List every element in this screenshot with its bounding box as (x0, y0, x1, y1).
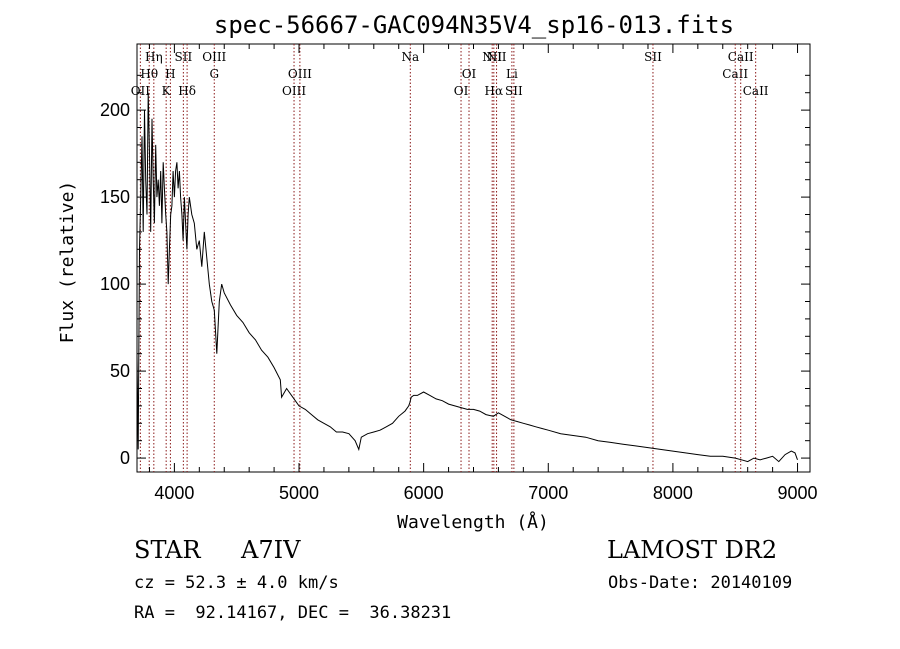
spectral-line-label: NII (482, 50, 502, 64)
y-axis-label: Flux (relative) (57, 181, 78, 344)
observation-date: Obs-Date: 20140109 (608, 573, 793, 593)
x-tick-label: 8000 (653, 483, 693, 503)
spectral-line-label: Li (506, 67, 518, 81)
spectral-line-label: OIII (282, 84, 306, 98)
spectral-line-label: H (165, 67, 175, 81)
survey-name: LAMOST DR2 (607, 536, 778, 564)
spectral-line-label: Hθ (140, 67, 158, 81)
redshift-velocity: cz = 52.3 ± 4.0 km/s (134, 573, 339, 593)
spectral-line-label: Hη (145, 50, 163, 64)
x-tick-label: 9000 (778, 483, 818, 503)
star-class: STAR (134, 536, 201, 564)
y-tick-label: 100 (100, 274, 130, 294)
spectral-line-label: K (162, 84, 172, 98)
chart-title: spec-56667-GAC094N35V4_sp16-013.fits (214, 11, 734, 39)
spectral-line-label: CaII (728, 50, 754, 64)
spectral-line-label: OI (454, 84, 469, 98)
spectral-line-label: NII (487, 50, 507, 64)
spectral-line-label: CaII (722, 67, 748, 81)
x-tick-label: 6000 (404, 483, 444, 503)
spectral-line-label: Hα (485, 84, 504, 98)
spectral-line-label: OII (131, 84, 151, 98)
spectral-line-label: SII (505, 84, 523, 98)
spectral-line-label: CaII (743, 84, 769, 98)
plot-frame (136, 43, 811, 473)
y-tick-label: 200 (100, 100, 130, 120)
spectral-type: A7IV (241, 536, 301, 564)
spectral-line-label: Na (401, 50, 419, 64)
x-axis-label: Wavelength (Å) (397, 511, 549, 533)
spectral-line-label: G (209, 67, 219, 81)
x-tick-label: 7000 (528, 483, 568, 503)
spectral-line-label: OIII (288, 67, 312, 81)
y-tick-label: 150 (100, 187, 130, 207)
spectral-line-label: SII (175, 50, 193, 64)
axis-ticks: 4000 5000 6000 7000 8000 9000 0 50 100 150 200 (100, 44, 818, 503)
x-tick-label: 4000 (154, 483, 194, 503)
spectrum-series-line (136, 92, 798, 463)
y-tick-label: 0 (120, 448, 130, 468)
spectral-line-label: Hδ (178, 84, 196, 98)
spectral-line-label: OI (462, 67, 477, 81)
line-markers: OIIHθHηKHSIIHδOIIIGOIIIOIIINaOIOINIINIIH… (131, 44, 769, 472)
ra-dec-coordinates: RA = 92.14167, DEC = 36.38231 (134, 603, 452, 623)
x-tick-label: 5000 (279, 483, 319, 503)
spectral-line-label: OIII (202, 50, 226, 64)
y-tick-label: 50 (110, 361, 130, 381)
spectral-line-label: SII (644, 50, 662, 64)
